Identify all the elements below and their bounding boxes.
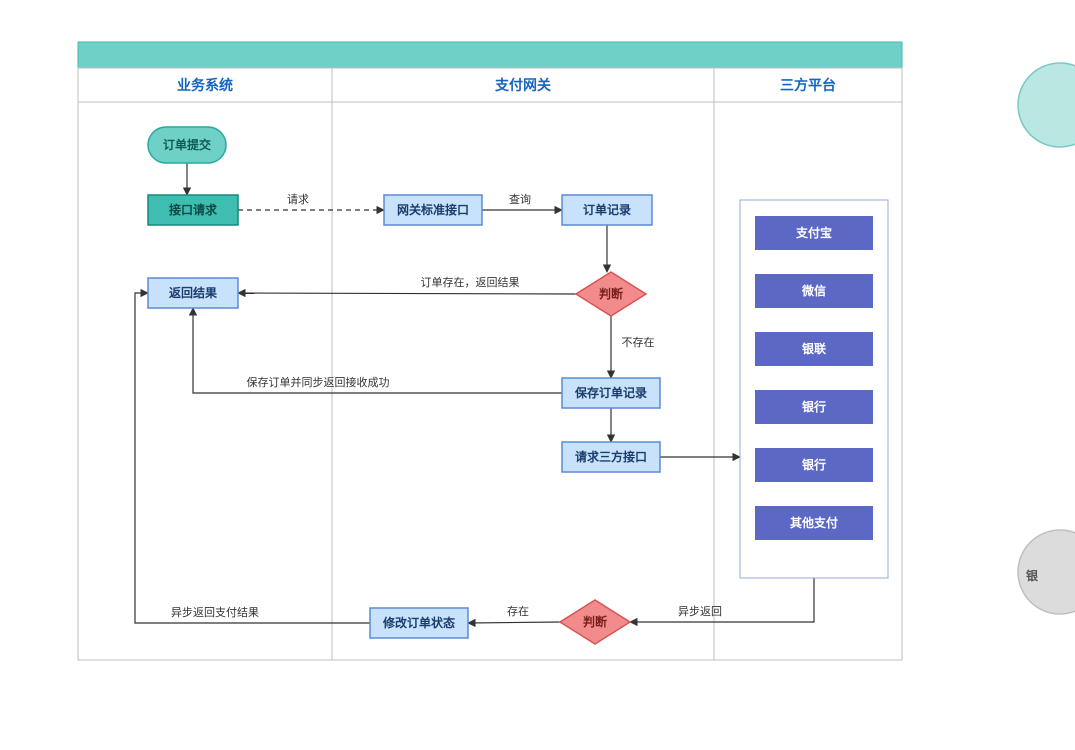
thirdparty-item-4: 银行 [755, 448, 873, 482]
node-n-judge2: 判断 [560, 600, 630, 644]
svg-text:其他支付: 其他支付 [790, 515, 838, 530]
node-n-modify: 修改订单状态 [370, 608, 468, 638]
lane-header-lane-gateway: 支付网关 [494, 77, 551, 93]
svg-text:微信: 微信 [801, 283, 826, 298]
svg-text:判断: 判断 [599, 286, 623, 301]
lane-header-lane-business: 业务系统 [177, 77, 233, 93]
thirdparty-item-2: 银联 [755, 332, 873, 366]
svg-text:订单记录: 订单记录 [583, 202, 631, 217]
svg-text:订单提交: 订单提交 [163, 137, 211, 152]
edge-e11 [468, 622, 560, 623]
svg-text:银行: 银行 [802, 457, 826, 472]
node-n-gwapi: 网关标准接口 [384, 195, 482, 225]
edge-e5 [238, 293, 576, 294]
edge-label-e2: 请求 [287, 193, 309, 206]
thirdparty-item-5: 其他支付 [755, 506, 873, 540]
node-n-judge1: 判断 [576, 272, 646, 316]
edge-label-e12: 异步返回支付结果 [171, 606, 259, 619]
orb-orb-bot: 银 [1018, 530, 1075, 614]
side-orbs: 银 [1018, 63, 1075, 614]
svg-text:判断: 判断 [583, 614, 607, 629]
orb-orb-top [1018, 63, 1075, 147]
edge-label-e5: 订单存在，返回结果 [421, 275, 520, 289]
node-n-save: 保存订单记录 [562, 378, 660, 408]
flow-nodes: 订单提交接口请求返回结果网关标准接口订单记录判断保存订单记录请求三方接口判断修改… [148, 127, 660, 644]
edge-label-e6: 不存在 [622, 335, 655, 349]
edge-e10 [630, 578, 814, 622]
svg-text:银联: 银联 [802, 341, 826, 356]
svg-text:保存订单记录: 保存订单记录 [574, 385, 647, 400]
thirdparty-item-0: 支付宝 [755, 216, 873, 250]
svg-text:银: 银 [1026, 568, 1039, 583]
node-n-call3p: 请求三方接口 [562, 442, 660, 472]
lane-header-lane-thirdparty: 三方平台 [780, 77, 836, 93]
thirdparty-panel: 支付宝微信银联银行银行其他支付 [740, 200, 888, 578]
node-n-submit: 订单提交 [148, 127, 226, 163]
thirdparty-item-3: 银行 [755, 390, 873, 424]
node-n-request: 接口请求 [148, 195, 238, 225]
edge-label-e3: 查询 [509, 192, 531, 206]
svg-text:请求三方接口: 请求三方接口 [575, 449, 647, 464]
edge-label-e7: 保存订单并同步返回接收成功 [247, 375, 390, 389]
flow-edges: 请求 查询订单存在，返回结果不存在保存订单并同步返回接收成功异步返回 存在 异步返回支… [135, 163, 814, 623]
svg-text:接口请求: 接口请求 [169, 202, 218, 217]
node-n-result: 返回结果 [148, 278, 238, 308]
edge-label-e10: 异步返回 [678, 605, 722, 618]
edge-e12 [135, 293, 370, 623]
node-n-order: 订单记录 [562, 195, 652, 225]
svg-text:支付宝: 支付宝 [795, 225, 832, 240]
thirdparty-item-1: 微信 [755, 274, 873, 308]
edge-label-e11: 存在 [507, 604, 529, 618]
svg-text:银行: 银行 [802, 399, 826, 414]
svg-text:返回结果: 返回结果 [169, 285, 217, 300]
svg-text:网关标准接口: 网关标准接口 [397, 202, 469, 217]
svg-text:修改订单状态: 修改订单状态 [382, 615, 455, 630]
